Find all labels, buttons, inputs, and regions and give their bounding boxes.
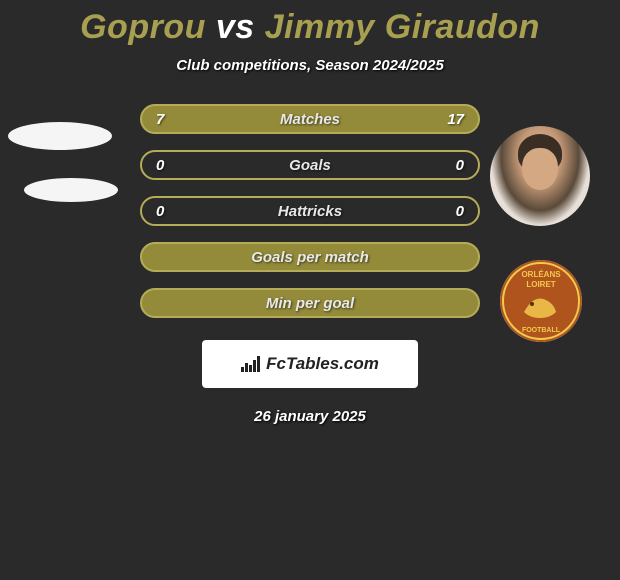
player2-avatar bbox=[490, 126, 590, 226]
stat-left-value: 0 bbox=[156, 203, 164, 220]
stat-label: Goals per match bbox=[251, 249, 369, 266]
badge-text-top: ORLÉANS bbox=[521, 270, 561, 279]
stat-row: Goals per match bbox=[140, 242, 480, 272]
snapshot-date: 26 january 2025 bbox=[0, 408, 620, 425]
stat-right-value: 17 bbox=[447, 111, 464, 128]
stat-left-value: 7 bbox=[156, 111, 164, 128]
fctables-watermark: FcTables.com bbox=[202, 340, 418, 388]
stat-label: Matches bbox=[280, 111, 340, 128]
stat-row: Min per goal bbox=[140, 288, 480, 318]
stat-label: Min per goal bbox=[266, 295, 354, 312]
bars-icon bbox=[241, 356, 260, 372]
stat-row: 0 Goals 0 bbox=[140, 150, 480, 180]
stat-left-value: 0 bbox=[156, 157, 164, 174]
stat-row: 7 Matches 17 bbox=[140, 104, 480, 134]
badge-text-mid: LOIRET bbox=[526, 280, 555, 289]
stat-right-value: 0 bbox=[456, 203, 464, 220]
player1-avatar-placeholder bbox=[8, 122, 112, 150]
player2-name: Jimmy Giraudon bbox=[265, 8, 540, 46]
subtitle: Club competitions, Season 2024/2025 bbox=[0, 57, 620, 74]
player1-club-placeholder bbox=[24, 178, 118, 202]
player2-club-badge: ORLÉANS LOIRET FOOTBALL bbox=[500, 260, 582, 342]
stat-right-value: 0 bbox=[456, 157, 464, 174]
comparison-title: Goprou vs Jimmy Giraudon bbox=[0, 0, 620, 47]
stat-label: Goals bbox=[289, 157, 331, 174]
fctables-label: FcTables.com bbox=[266, 354, 379, 374]
stat-label: Hattricks bbox=[278, 203, 342, 220]
badge-text-bot: FOOTBALL bbox=[522, 327, 561, 334]
vs-text: vs bbox=[216, 8, 255, 46]
player1-name: Goprou bbox=[80, 8, 206, 46]
stat-row: 0 Hattricks 0 bbox=[140, 196, 480, 226]
